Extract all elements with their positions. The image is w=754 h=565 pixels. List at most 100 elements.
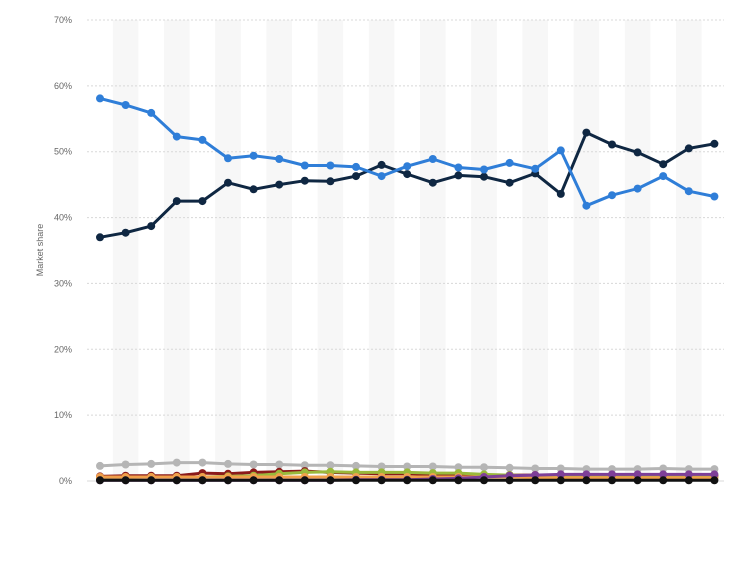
data-point <box>684 187 693 196</box>
data-point <box>403 170 412 179</box>
plot-background-bands <box>112 20 702 481</box>
data-point <box>377 476 386 485</box>
data-point <box>403 462 412 471</box>
data-point <box>352 476 360 485</box>
data-point <box>377 462 386 471</box>
data-point <box>326 476 335 485</box>
data-point <box>96 476 104 485</box>
data-point <box>224 476 232 485</box>
data-point <box>608 140 616 149</box>
y-tick-label: 30% <box>54 278 72 288</box>
data-point <box>480 172 488 181</box>
data-point <box>454 476 463 485</box>
data-point <box>326 161 335 170</box>
data-point <box>172 197 181 206</box>
data-point <box>480 463 488 472</box>
background-band <box>112 20 139 481</box>
data-point <box>249 460 258 469</box>
data-point <box>96 461 104 470</box>
data-point <box>710 192 719 201</box>
data-point <box>608 470 616 479</box>
data-point <box>428 476 437 485</box>
series-1 <box>96 94 719 210</box>
data-point <box>275 476 284 485</box>
data-point <box>608 191 616 200</box>
data-point <box>556 476 565 485</box>
data-point <box>659 172 668 181</box>
data-point <box>121 101 130 109</box>
y-tick-label: 10% <box>54 410 72 420</box>
data-point <box>505 178 514 187</box>
series-2 <box>96 128 719 242</box>
y-tick-label: 20% <box>54 344 72 354</box>
data-point <box>249 476 258 485</box>
data-point <box>172 476 181 485</box>
data-point <box>377 172 386 181</box>
data-point <box>608 476 616 485</box>
data-point <box>326 461 335 470</box>
data-point <box>172 458 181 467</box>
background-band <box>266 20 292 481</box>
data-point <box>710 139 719 148</box>
data-point <box>224 154 232 163</box>
data-point <box>582 201 591 210</box>
data-point <box>147 459 156 468</box>
data-point <box>633 184 642 193</box>
data-point <box>275 460 284 469</box>
data-point <box>198 135 207 144</box>
y-tick-label: 50% <box>54 147 72 157</box>
background-band <box>164 20 190 481</box>
data-point <box>556 470 565 479</box>
background-band <box>624 20 651 481</box>
data-point <box>275 155 284 163</box>
data-point <box>531 476 540 485</box>
data-point <box>659 464 668 473</box>
data-point <box>352 172 360 181</box>
data-point <box>556 146 565 155</box>
data-point <box>582 476 591 485</box>
series-layer <box>96 94 719 485</box>
series-line <box>98 131 716 239</box>
data-point <box>224 459 232 468</box>
data-point <box>684 470 693 479</box>
data-point <box>147 476 156 485</box>
data-point <box>121 228 130 237</box>
data-point <box>300 476 309 485</box>
data-point <box>300 176 309 185</box>
data-point <box>505 476 514 485</box>
background-band <box>522 20 548 481</box>
data-point <box>633 470 642 479</box>
background-band <box>368 20 395 481</box>
y-tick-label: 0% <box>59 476 72 486</box>
series-3 <box>96 458 719 474</box>
data-point <box>147 108 156 117</box>
data-point <box>710 470 719 479</box>
data-point <box>403 162 412 171</box>
data-point <box>300 461 309 470</box>
data-point <box>96 233 104 242</box>
data-point <box>582 128 591 137</box>
data-point <box>659 476 668 485</box>
y-tick-label: 40% <box>54 213 72 223</box>
data-point <box>326 177 335 186</box>
data-point <box>377 160 386 169</box>
data-point <box>224 178 232 187</box>
background-band <box>317 20 344 481</box>
data-point <box>403 476 412 485</box>
data-point <box>556 464 565 473</box>
data-point <box>505 158 514 167</box>
data-point <box>428 155 437 163</box>
data-point <box>121 476 130 485</box>
series-8 <box>96 476 719 485</box>
data-point <box>198 476 207 485</box>
data-point <box>633 476 642 485</box>
data-point <box>633 148 642 157</box>
data-point <box>531 164 540 173</box>
data-point <box>684 476 693 485</box>
background-band <box>215 20 241 481</box>
data-point <box>300 161 309 170</box>
data-point <box>480 165 488 174</box>
y-axis-title: Market share <box>35 224 45 277</box>
